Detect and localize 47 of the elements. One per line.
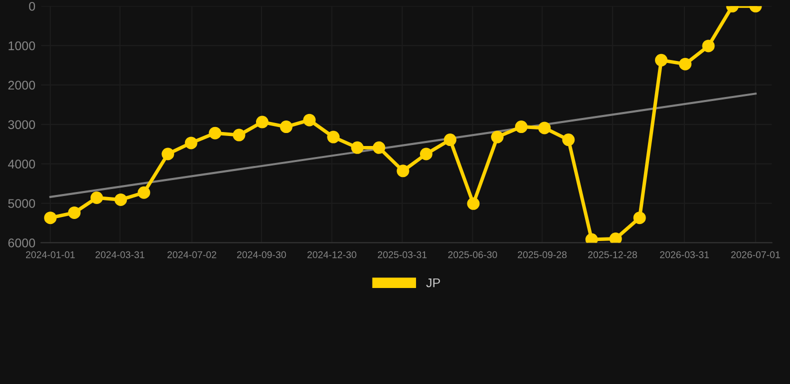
point (420, 148, 432, 160)
point (90, 191, 104, 204)
point (467, 197, 480, 210)
y-tick-label: 4000 (8, 160, 36, 168)
point (208, 126, 222, 140)
point (655, 54, 668, 66)
point (184, 136, 198, 150)
y-tick-label: 6000 (8, 238, 36, 248)
y-tick-label: 0 (29, 2, 36, 11)
x-tick-label: 2024-09-30 (237, 251, 286, 258)
point (232, 128, 246, 142)
point (303, 114, 316, 126)
x-tick-label: 2024-01-01 (26, 251, 75, 258)
point (327, 130, 340, 144)
x-tick-label: 2025-12-28 (588, 251, 637, 258)
y-tick-label: 2000 (8, 80, 36, 90)
point (562, 134, 575, 146)
point (162, 148, 174, 160)
y-tick-label: 5000 (8, 199, 36, 208)
x-tick-label: 2026-03-31 (660, 251, 709, 258)
point (678, 58, 692, 70)
point (351, 141, 364, 154)
point (372, 141, 386, 154)
point (138, 186, 150, 199)
x-tick-label: 2025-09-28 (518, 251, 567, 258)
x-tick-label: 2025-06-30 (448, 251, 498, 258)
x-tick-label: 2024-12-30 (307, 251, 356, 258)
legend-label: JP (426, 278, 440, 288)
point (515, 120, 528, 134)
point (491, 130, 504, 144)
x-tick-label: 2026-07-01 (731, 251, 780, 258)
x-tick-label: 2025-03-31 (378, 251, 427, 258)
point (396, 164, 410, 178)
point (538, 122, 551, 134)
point (609, 232, 622, 243)
point (280, 120, 292, 134)
point (444, 134, 456, 146)
point (633, 212, 646, 224)
point (256, 116, 268, 128)
point (44, 212, 57, 224)
x-tick-label: 2024-03-31 (96, 251, 144, 258)
y-tick-label: 3000 (8, 120, 36, 130)
point (68, 206, 81, 219)
y-tick-label: 1000 (8, 41, 36, 50)
point (702, 40, 715, 52)
point (114, 193, 127, 206)
x-tick-label: 2024-07-02 (167, 251, 216, 258)
